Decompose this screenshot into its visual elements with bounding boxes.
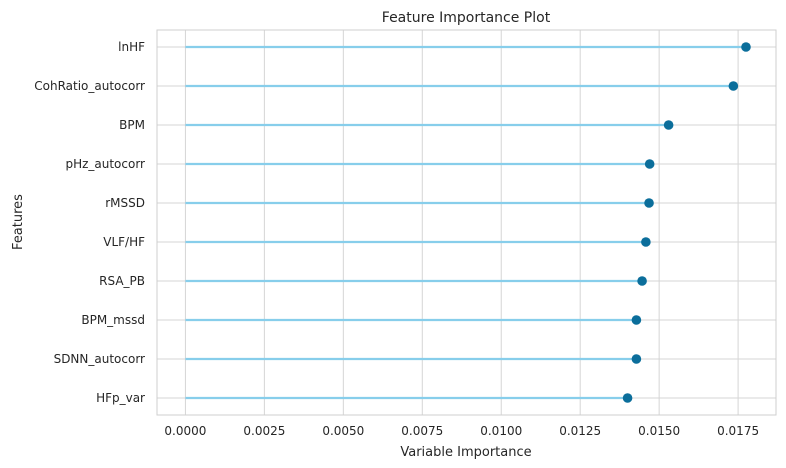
- y-tick-label: CohRatio_autocorr: [34, 79, 145, 93]
- y-tick-labels: lnHF CohRatio_autocorr BPM pHz_autocorr rMSS…: [34, 40, 145, 405]
- y-tick-label: HFp_var: [96, 391, 145, 405]
- y-tick-label: rMSSD: [105, 196, 145, 210]
- importance-marker: [741, 42, 751, 52]
- importance-marker: [644, 159, 655, 169]
- y-tick-label: pHz_autocorr: [65, 157, 145, 171]
- importance-marker: [663, 120, 674, 130]
- importance-marker: [631, 354, 642, 364]
- importance-marker: [631, 315, 642, 325]
- y-tick-label: VLF/HF: [103, 235, 145, 249]
- y-axis-label: Features: [11, 194, 26, 250]
- importance-marker: [622, 393, 633, 403]
- x-tick-label: 0.0100: [480, 424, 522, 438]
- x-tick-label: 0.0000: [164, 424, 206, 438]
- chart-title: Feature Importance Plot: [382, 10, 551, 26]
- markers-layer: [622, 42, 751, 403]
- importance-marker: [728, 81, 739, 91]
- y-tick-label: RSA_PB: [99, 274, 145, 288]
- importance-marker: [641, 237, 651, 247]
- plot-frame: [156, 29, 777, 416]
- stems-layer: [185, 45, 746, 400]
- x-tick-label: 0.0050: [322, 424, 364, 438]
- y-tick-label: BPM_mssd: [81, 313, 145, 327]
- x-tick-label: 0.0125: [559, 424, 601, 438]
- x-tick-labels: 0.0000 0.0025 0.0050 0.0075 0.0100 0.0125 0.01…: [164, 424, 759, 438]
- importance-marker: [644, 198, 654, 208]
- x-tick-label: 0.0175: [717, 424, 759, 438]
- y-tick-label: lnHF: [118, 40, 145, 54]
- importance-marker: [637, 276, 647, 286]
- y-tick-label: BPM: [119, 118, 145, 132]
- x-tick-label: 0.0025: [243, 424, 285, 438]
- x-tick-label: 0.0075: [401, 424, 443, 438]
- x-axis-label: Variable Importance: [400, 445, 531, 460]
- y-tick-label: SDNN_autocorr: [54, 352, 145, 366]
- x-tick-label: 0.0150: [638, 424, 680, 438]
